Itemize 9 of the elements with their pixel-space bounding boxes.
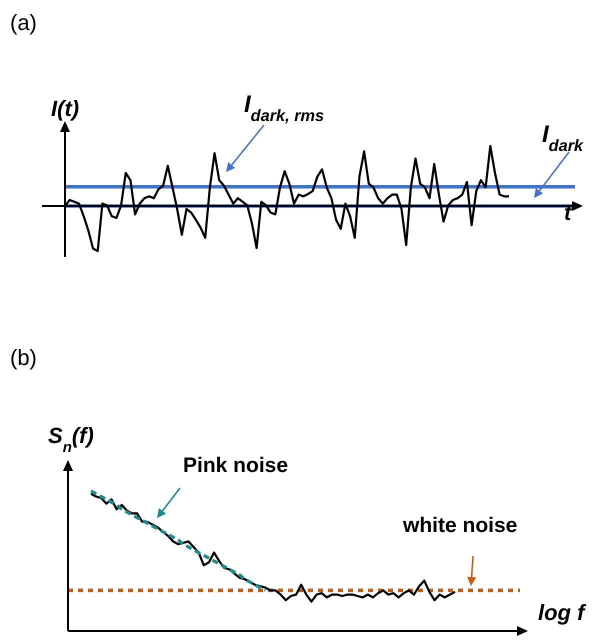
x-axis-title: log f [538,600,588,625]
ref-line-label: I$_{dark, rms}$ [244,91,324,125]
chart-title: (b) [10,345,37,370]
ref-line-label: white noise [402,514,518,537]
ref-line-label: I$_{dark}$ [542,121,584,155]
y-axis-title: S$_{n}$(f) [48,423,94,456]
chart-title: (a) [10,10,37,35]
y-axis-title: I(t) [51,96,80,121]
text: Pink noise [183,454,288,477]
